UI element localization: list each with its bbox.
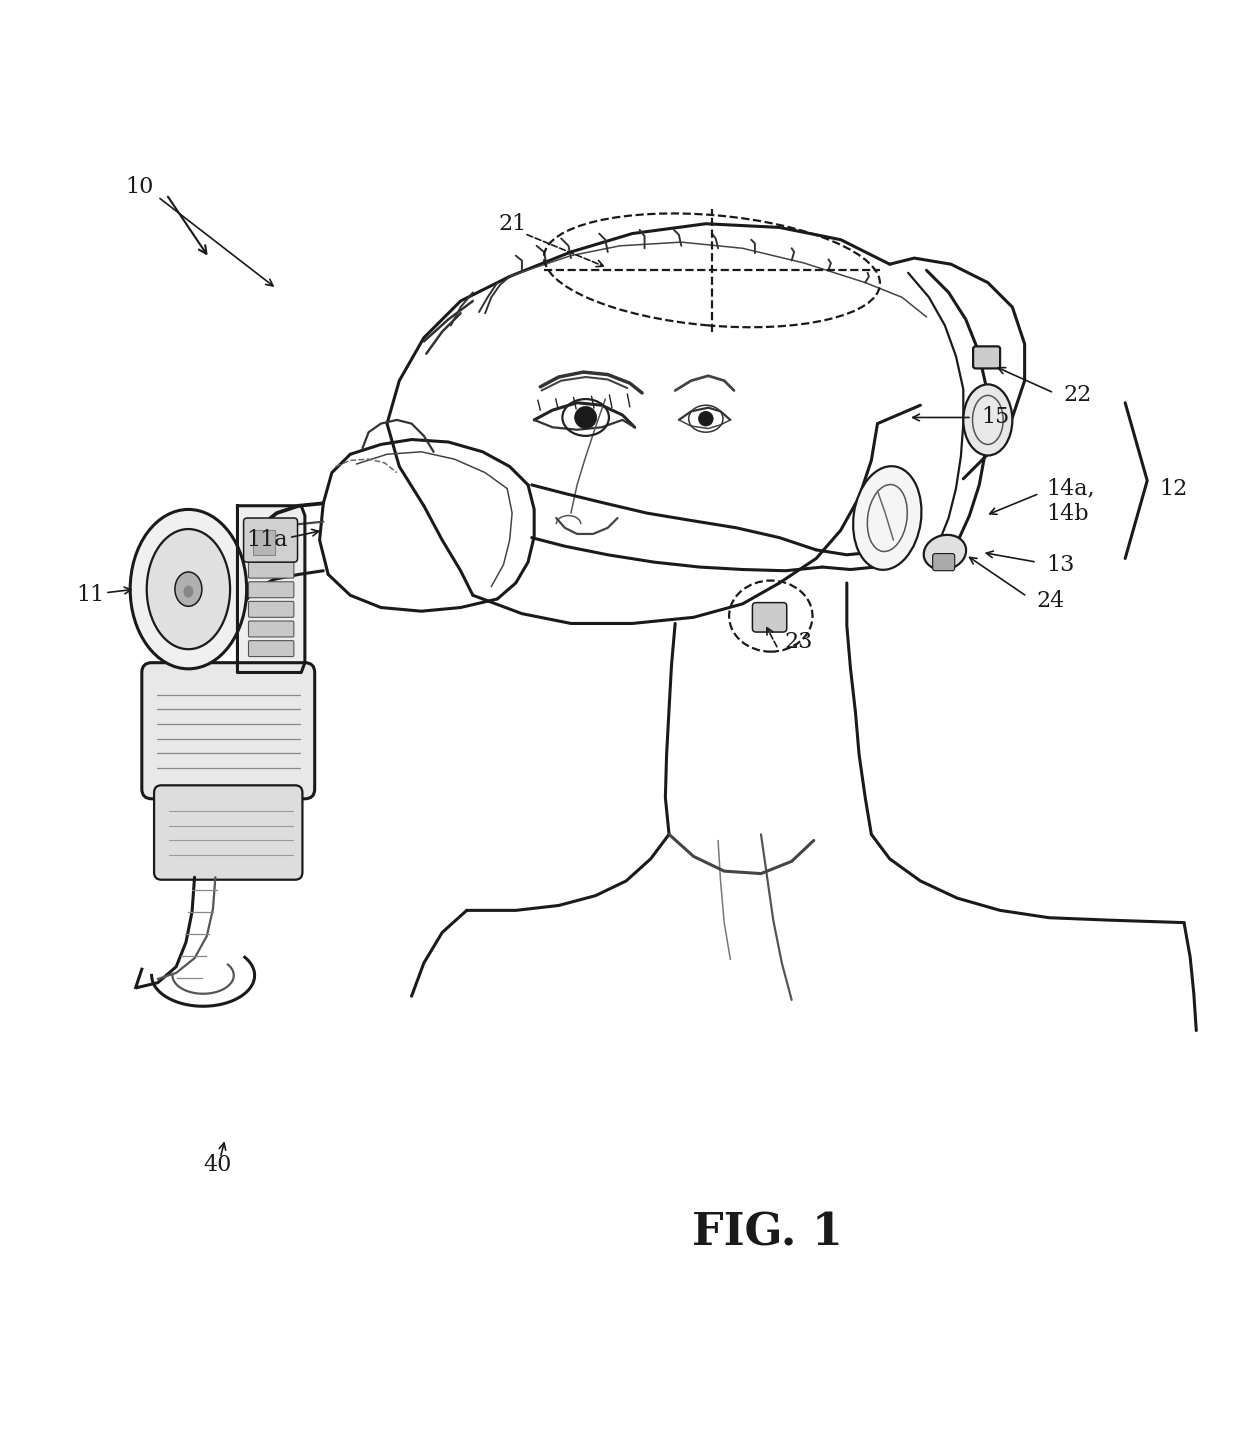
FancyBboxPatch shape <box>248 562 294 578</box>
Text: 21: 21 <box>498 213 526 235</box>
Text: 10: 10 <box>125 177 154 198</box>
Text: 40: 40 <box>203 1154 232 1176</box>
Text: 12: 12 <box>1159 478 1188 500</box>
FancyBboxPatch shape <box>248 543 294 559</box>
Polygon shape <box>237 505 305 672</box>
FancyBboxPatch shape <box>243 518 298 562</box>
Bar <box>253 530 275 555</box>
FancyBboxPatch shape <box>932 553 955 571</box>
Text: 24: 24 <box>1037 591 1065 613</box>
Ellipse shape <box>574 407 596 429</box>
Ellipse shape <box>853 466 921 571</box>
Ellipse shape <box>146 529 231 649</box>
Text: 11: 11 <box>76 584 104 607</box>
Text: 23: 23 <box>784 631 812 653</box>
FancyBboxPatch shape <box>248 601 294 617</box>
Text: 22: 22 <box>1064 384 1092 407</box>
FancyBboxPatch shape <box>248 523 294 539</box>
Text: FIG. 1: FIG. 1 <box>692 1212 842 1254</box>
Ellipse shape <box>175 572 202 607</box>
Ellipse shape <box>130 510 247 669</box>
Ellipse shape <box>184 585 193 598</box>
FancyBboxPatch shape <box>973 346 1001 368</box>
FancyBboxPatch shape <box>141 663 315 799</box>
Text: 11a: 11a <box>246 529 288 552</box>
Ellipse shape <box>963 384 1012 456</box>
Ellipse shape <box>698 411 713 426</box>
FancyBboxPatch shape <box>753 602 786 631</box>
Text: 15: 15 <box>982 407 1009 429</box>
Text: 14a,
14b: 14a, 14b <box>1047 478 1095 524</box>
FancyBboxPatch shape <box>154 785 303 880</box>
FancyBboxPatch shape <box>248 621 294 637</box>
Text: 13: 13 <box>1047 553 1075 576</box>
Ellipse shape <box>924 534 966 571</box>
FancyBboxPatch shape <box>248 582 294 598</box>
FancyBboxPatch shape <box>248 640 294 656</box>
